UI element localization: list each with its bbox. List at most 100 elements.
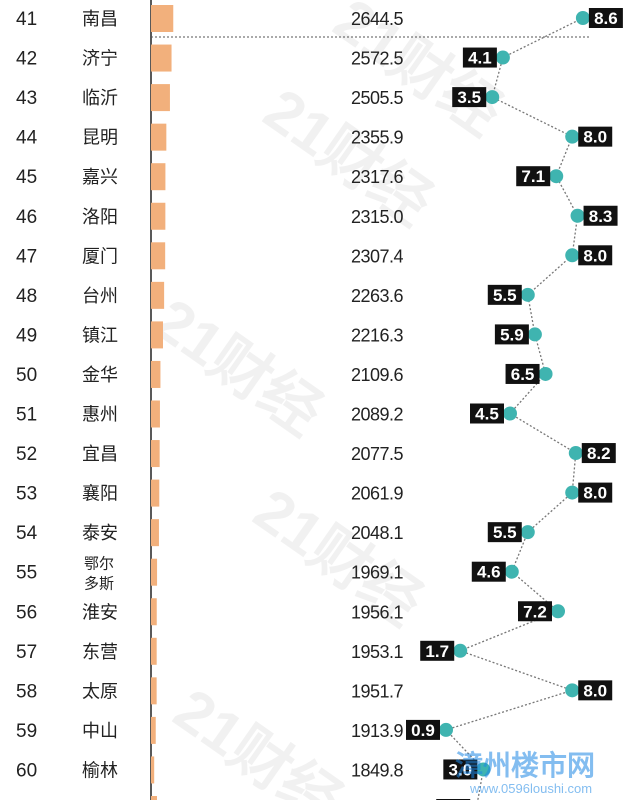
growth-label-bg bbox=[578, 245, 613, 266]
growth-label: 8.6 bbox=[594, 9, 618, 28]
growth-label-bg bbox=[516, 166, 551, 187]
growth-point bbox=[565, 129, 580, 144]
growth-point bbox=[520, 287, 535, 302]
growth-label: 3.0 bbox=[449, 760, 473, 779]
gdp-value: 1913.9 bbox=[351, 721, 404, 741]
growth-label: 0.9 bbox=[411, 721, 435, 740]
gdp-value: 2216.3 bbox=[351, 325, 404, 345]
city-label: 台州 bbox=[82, 286, 118, 307]
gdp-value: 2077.5 bbox=[351, 444, 404, 464]
growth-label-bg bbox=[505, 363, 540, 384]
growth-point bbox=[565, 485, 580, 500]
rank-label: 59 bbox=[16, 721, 37, 742]
gdp-value: 2307.4 bbox=[351, 246, 404, 266]
gdp-bar bbox=[151, 202, 166, 230]
gdp-bar bbox=[151, 242, 166, 270]
city-label: 金华 bbox=[82, 365, 118, 386]
rank-label: 53 bbox=[16, 484, 37, 505]
growth-point bbox=[495, 50, 510, 65]
growth-point bbox=[485, 90, 500, 105]
gdp-bar bbox=[151, 479, 160, 507]
watermark-text-1: 21财经 bbox=[143, 286, 334, 448]
growth-label-bg bbox=[578, 482, 613, 503]
gdp-bar bbox=[151, 5, 174, 32]
city-label: 中山 bbox=[82, 721, 118, 742]
gdp-value: 1953.1 bbox=[351, 642, 404, 662]
growth-point bbox=[538, 366, 553, 381]
city-label: 宜昌 bbox=[82, 444, 118, 465]
rank-label: 57 bbox=[16, 642, 37, 663]
growth-label-bg bbox=[443, 759, 478, 780]
rank-label: 51 bbox=[16, 405, 37, 426]
rank-label: 43 bbox=[16, 88, 37, 109]
watermark-text-3: 21财经 bbox=[163, 676, 354, 800]
growth-label: 4.5 bbox=[475, 405, 499, 424]
gdp-value: 2355.9 bbox=[351, 128, 404, 148]
rank-label: 47 bbox=[16, 246, 37, 267]
gdp-bar bbox=[151, 44, 172, 72]
growth-point bbox=[503, 406, 517, 421]
growth-label: 8.0 bbox=[583, 681, 607, 700]
growth-point bbox=[549, 169, 564, 184]
rank-label: 50 bbox=[16, 365, 37, 386]
growth-label-bg bbox=[487, 284, 522, 305]
rank-label: 41 bbox=[16, 9, 37, 30]
city-label: 洛阳 bbox=[82, 207, 118, 228]
city-label: 南昌 bbox=[82, 9, 118, 30]
city-label: 泰安 bbox=[82, 523, 118, 544]
gdp-bar bbox=[151, 558, 158, 586]
growth-label: 8.2 bbox=[587, 444, 611, 463]
growth-label: 3.5 bbox=[457, 88, 481, 107]
growth-point bbox=[565, 683, 580, 698]
rank-label: 52 bbox=[16, 444, 37, 465]
rank-label: 60 bbox=[16, 760, 37, 781]
growth-label-bg bbox=[420, 640, 455, 661]
city-label: 嘉兴 bbox=[82, 167, 118, 188]
rank-label: 54 bbox=[16, 523, 38, 544]
city-label: 昆明 bbox=[82, 128, 118, 149]
growth-label: 4.6 bbox=[477, 563, 501, 582]
rank-label: 49 bbox=[16, 325, 37, 346]
growth-label-bg bbox=[578, 680, 613, 701]
gdp-value: 2109.6 bbox=[351, 365, 404, 385]
growth-point bbox=[439, 722, 453, 737]
gdp-bar bbox=[151, 716, 156, 744]
growth-point bbox=[527, 327, 542, 342]
rank-label: 45 bbox=[16, 167, 37, 188]
gdp-value: 1969.1 bbox=[351, 563, 404, 583]
growth-point bbox=[568, 446, 583, 461]
growth-point bbox=[520, 525, 535, 540]
gdp-bar bbox=[151, 360, 161, 388]
gdp-bar bbox=[151, 677, 157, 705]
growth-label: 4.1 bbox=[468, 49, 492, 68]
growth-label-bg bbox=[471, 561, 506, 582]
gdp-value: 2263.6 bbox=[351, 286, 404, 306]
growth-label-bg bbox=[494, 324, 529, 345]
gdp-bar bbox=[151, 123, 167, 151]
gdp-value: 2572.5 bbox=[351, 49, 404, 69]
rank-label: 55 bbox=[16, 563, 37, 584]
gdp-value: 2644.5 bbox=[351, 9, 404, 29]
growth-point bbox=[565, 248, 580, 263]
rank-label: 56 bbox=[16, 602, 37, 623]
growth-label: 5.5 bbox=[493, 523, 517, 542]
growth-label: 6.5 bbox=[511, 365, 535, 384]
gdp-value: 1956.1 bbox=[351, 602, 404, 622]
rank-label: 58 bbox=[16, 681, 37, 702]
city-label: 东营 bbox=[82, 642, 118, 663]
growth-point bbox=[551, 604, 565, 619]
city-label: 济宁 bbox=[82, 49, 118, 70]
growth-label: 7.2 bbox=[523, 602, 547, 621]
growth-point bbox=[570, 208, 585, 223]
gdp-bar bbox=[151, 756, 155, 784]
gdp-bar bbox=[151, 84, 170, 112]
gdp-value: 2089.2 bbox=[351, 405, 404, 425]
growth-label: 1.7 bbox=[425, 642, 449, 661]
gdp-bar bbox=[151, 796, 157, 800]
city-label: 襄阳 bbox=[82, 484, 118, 505]
gdp-bar bbox=[151, 281, 165, 309]
growth-label: 8.3 bbox=[589, 207, 613, 226]
rank-label: 42 bbox=[16, 49, 37, 70]
growth-label-bg bbox=[452, 87, 487, 108]
growth-label-bg bbox=[518, 601, 552, 622]
